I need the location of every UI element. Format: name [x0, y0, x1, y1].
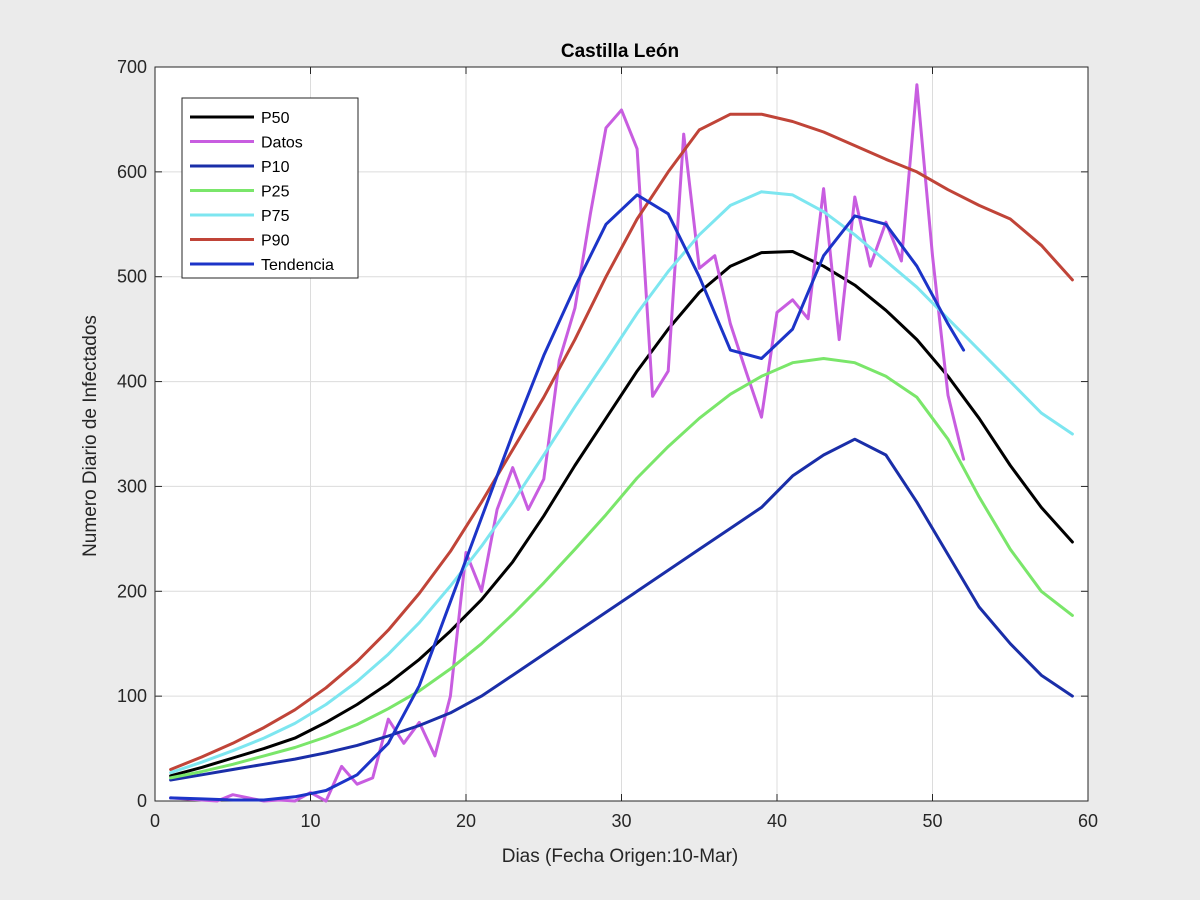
- x-tick-label: 0: [150, 811, 160, 831]
- x-tick-label: 30: [611, 811, 631, 831]
- legend-box: [181, 97, 359, 279]
- series-line-p10: [169, 437, 1074, 782]
- series-layer: [169, 83, 1074, 803]
- y-tick-label: 0: [137, 791, 147, 811]
- series-line-p90: [169, 112, 1074, 771]
- y-tick-label: 400: [117, 372, 147, 392]
- legend-label-p90: P90: [261, 233, 290, 250]
- y-tick-label: 700: [117, 57, 147, 77]
- legend-label-p25: P25: [261, 184, 290, 201]
- legend-label-p75: P75: [261, 208, 290, 225]
- legend-label-tendencia: Tendencia: [261, 257, 334, 274]
- x-tick-label: 40: [767, 811, 787, 831]
- legend-label-p10: P10: [261, 159, 290, 176]
- x-tick-label: 60: [1078, 811, 1098, 831]
- series-line-p50: [169, 250, 1074, 778]
- y-tick-label: 200: [117, 581, 147, 601]
- series-line-p75: [169, 190, 1074, 775]
- y-tick-label: 300: [117, 476, 147, 496]
- x-tick-label: 50: [922, 811, 942, 831]
- legend-label-p50: P50: [261, 110, 290, 127]
- y-tick-label: 500: [117, 267, 147, 287]
- y-tick-label: 100: [117, 686, 147, 706]
- series-line-p25: [169, 357, 1074, 780]
- chart-title: Castilla León: [561, 41, 679, 62]
- legend: P50 Datos P10 P25 P75 P90 Tendencia: [181, 97, 359, 279]
- x-tick-label: 10: [300, 811, 320, 831]
- series-line-tendencia: [169, 193, 966, 802]
- legend-label-datos: Datos: [261, 135, 303, 152]
- y-tick-label: 600: [117, 162, 147, 182]
- y-axis-label: Numero Diario de Infectados: [80, 315, 101, 557]
- series-line-datos: [169, 83, 966, 803]
- x-tick-label: 20: [456, 811, 476, 831]
- x-axis-label: Dias (Fecha Origen:10-Mar): [502, 846, 739, 867]
